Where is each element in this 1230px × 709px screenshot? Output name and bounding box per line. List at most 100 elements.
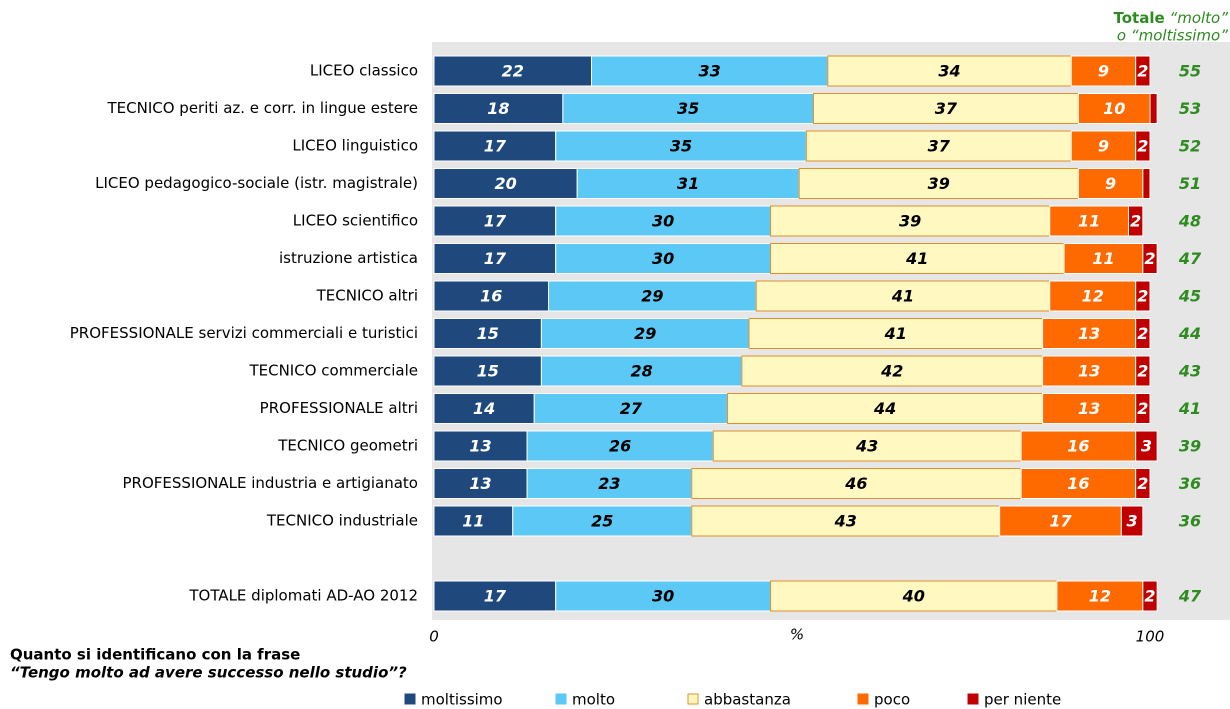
bar-segment — [433, 55, 593, 87]
total-label: 55 — [1179, 62, 1201, 81]
totals-title: Totale “molto” — [1114, 9, 1229, 27]
total-label: 39 — [1179, 437, 1201, 456]
data-label: 37 — [935, 99, 958, 118]
data-label: 30 — [652, 587, 674, 606]
bar-segment — [1070, 130, 1137, 162]
y-tick-label: PROFESSIONALE altri — [260, 399, 418, 417]
bar-segment — [1135, 355, 1151, 387]
data-label: 9 — [1105, 174, 1116, 193]
bar-segment — [1049, 280, 1137, 312]
data-label: 2 — [1137, 362, 1148, 381]
note: Quanto si identificano con la frase — [10, 646, 300, 664]
bar-segment — [1135, 130, 1151, 162]
data-label: 3 — [1127, 512, 1138, 531]
bar-segment — [562, 93, 814, 124]
bar-segment — [512, 505, 693, 537]
data-label: 16 — [1067, 437, 1089, 456]
bar-segment — [999, 505, 1122, 537]
bar-segment — [727, 393, 1044, 424]
totals-title-italic: “molto” — [1169, 9, 1228, 27]
data-label: 13 — [469, 437, 491, 456]
data-label: 2 — [1137, 399, 1148, 418]
data-label: 15 — [477, 324, 499, 343]
legend-label: abbastanza — [704, 691, 791, 709]
data-label: 18 — [487, 99, 509, 118]
data-label: 16 — [480, 287, 502, 306]
bar-segment — [555, 580, 772, 612]
data-label: 12 — [1082, 287, 1104, 306]
total-label: 52 — [1179, 137, 1201, 156]
totals-title-2: o “moltissimo” — [1117, 27, 1228, 45]
bar-segment — [1077, 168, 1144, 199]
data-label: 34 — [938, 62, 960, 81]
legend-swatch — [687, 693, 699, 705]
bar-segment — [1020, 468, 1137, 499]
bar-segment — [1142, 168, 1151, 199]
data-label: 22 — [502, 62, 524, 81]
bar-segment — [1135, 55, 1151, 87]
data-label: 30 — [652, 212, 674, 231]
bar-segment — [555, 130, 807, 162]
data-label: 9 — [1098, 137, 1109, 156]
bar-segment — [526, 430, 714, 462]
data-label: 43 — [855, 437, 878, 456]
legend-label: moltissimo — [421, 691, 503, 709]
data-label: 11 — [462, 512, 484, 531]
bar-segment — [748, 318, 1044, 349]
data-label: 2 — [1144, 249, 1155, 268]
bar-segment — [1142, 243, 1158, 274]
bar-segment — [1042, 318, 1137, 349]
totals-title-bold: Totale — [1114, 9, 1165, 27]
data-label: 25 — [591, 512, 613, 531]
y-tick-label: TECNICO periti az. e corr. in lingue est… — [107, 99, 419, 117]
data-label: 42 — [880, 362, 903, 381]
total-label: 45 — [1178, 287, 1201, 306]
x-tick-label: 100 — [1136, 628, 1165, 646]
y-tick-label: TECNICO commerciale — [248, 362, 418, 380]
bar-segment — [433, 580, 557, 612]
bar-segment — [555, 243, 772, 274]
data-label: 39 — [928, 174, 950, 193]
data-label: 2 — [1137, 137, 1148, 156]
legend-swatch — [967, 693, 979, 705]
bar-segment — [1135, 393, 1151, 424]
y-tick-label: LICEO pedagogico-sociale (istr. magistra… — [95, 174, 418, 192]
bar-segment — [812, 93, 1079, 124]
data-label: 2 — [1137, 474, 1148, 493]
data-label: 23 — [598, 474, 620, 493]
bar-segment — [433, 430, 528, 462]
legend-swatch — [404, 693, 416, 705]
bar-segment — [1042, 393, 1137, 424]
y-tick-label: TECNICO industriale — [266, 512, 418, 530]
bar-segment — [433, 393, 535, 424]
data-label: 29 — [634, 324, 656, 343]
bar-segment — [1042, 355, 1137, 387]
data-label: 30 — [652, 249, 674, 268]
bar-segment — [741, 355, 1044, 387]
data-label: 41 — [905, 249, 928, 268]
data-label: 13 — [1078, 362, 1100, 381]
data-label: 40 — [902, 587, 925, 606]
y-tick-label: LICEO scientifico — [293, 212, 418, 230]
y-tick-label: PROFESSIONALE servizi commerciali e turi… — [70, 324, 418, 342]
bar-segment — [798, 168, 1079, 199]
data-label: 17 — [484, 137, 507, 156]
bar-segment — [1149, 93, 1158, 124]
bar-segment — [805, 130, 1072, 162]
bar-segment — [433, 505, 514, 537]
data-label: 17 — [484, 587, 507, 606]
bar-segment — [433, 205, 557, 237]
data-label: 2 — [1144, 587, 1155, 606]
bar-segment — [1063, 243, 1144, 274]
data-label: 29 — [641, 287, 663, 306]
data-label: 35 — [677, 99, 699, 118]
data-label: 2 — [1137, 287, 1148, 306]
y-tick-label: TECNICO geometri — [277, 437, 418, 455]
data-label: 26 — [609, 437, 631, 456]
data-label: 12 — [1089, 587, 1111, 606]
bar-segment — [755, 280, 1051, 312]
data-label: 2 — [1137, 62, 1148, 81]
legend-label: per niente — [984, 691, 1061, 709]
data-label: 17 — [1049, 512, 1072, 531]
bar-segment — [1135, 318, 1151, 349]
